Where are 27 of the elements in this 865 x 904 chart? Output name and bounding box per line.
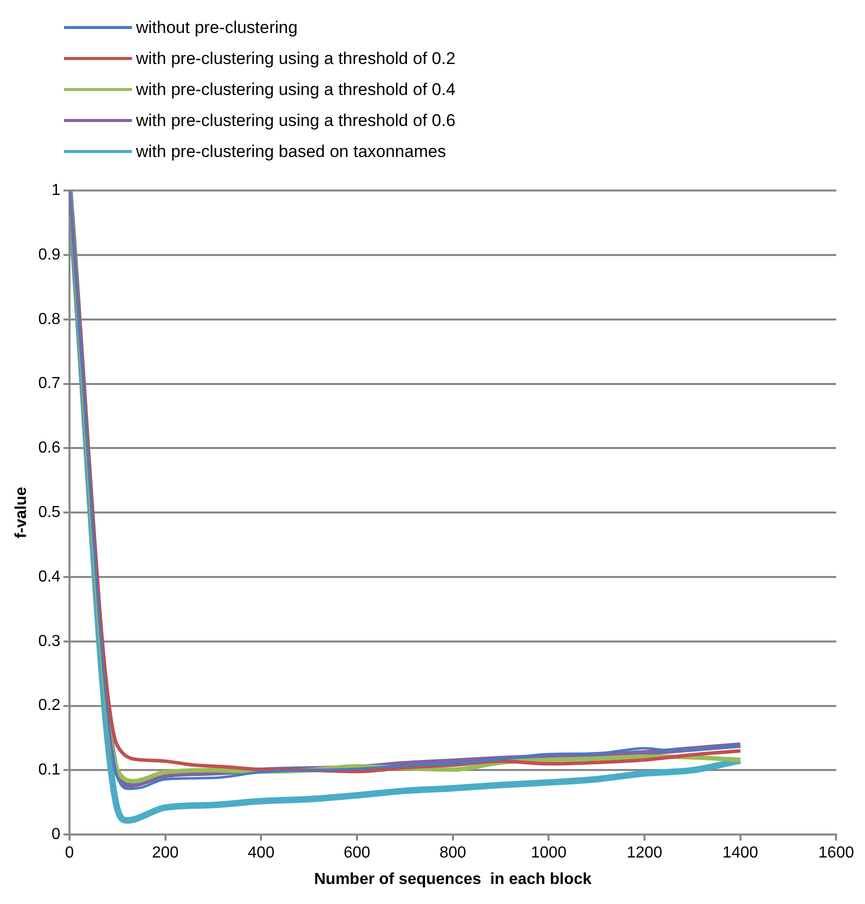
x-tick-label: 1600 xyxy=(818,844,854,862)
legend-label: with pre-clustering using a threshold of 0.4 xyxy=(136,80,456,100)
y-tick-label: 0.2 xyxy=(38,697,61,714)
y-tick-label: 0.8 xyxy=(38,310,61,328)
x-tick-label: 1400 xyxy=(722,844,758,862)
y-tick-label: 0.9 xyxy=(38,246,61,264)
x-tick-label: 1000 xyxy=(530,844,567,862)
y-tick-label: 0.6 xyxy=(38,440,61,457)
y-axis-title: f-value xyxy=(13,486,30,538)
y-tick-label: 0.7 xyxy=(38,375,61,392)
y-tick-label: 0.3 xyxy=(38,632,61,650)
y-tick-label: 0 xyxy=(52,826,61,844)
x-tick-label: 400 xyxy=(248,844,275,862)
x-tick-label: 600 xyxy=(344,844,370,862)
legend-label: without pre-clustering xyxy=(136,18,298,38)
y-tick-label: 0.5 xyxy=(38,504,61,522)
x-axis-title: Number of sequences in each block xyxy=(314,870,592,888)
x-tick-label: 200 xyxy=(152,844,179,862)
x-tick-label: 1200 xyxy=(626,844,662,862)
x-tick-label: 0 xyxy=(64,844,74,862)
legend-label: with pre-clustering using a threshold of 0.2 xyxy=(136,48,456,68)
x-tick-label: 800 xyxy=(439,844,466,862)
y-tick-label: 0.1 xyxy=(38,762,61,779)
y-tick-label: 0.4 xyxy=(38,568,61,586)
legend-label: with pre-clustering based on taxonnames xyxy=(136,142,446,162)
y-tick-label: 1 xyxy=(52,182,61,200)
legend-label: with pre-clustering using a threshold of 0.6 xyxy=(136,110,456,130)
